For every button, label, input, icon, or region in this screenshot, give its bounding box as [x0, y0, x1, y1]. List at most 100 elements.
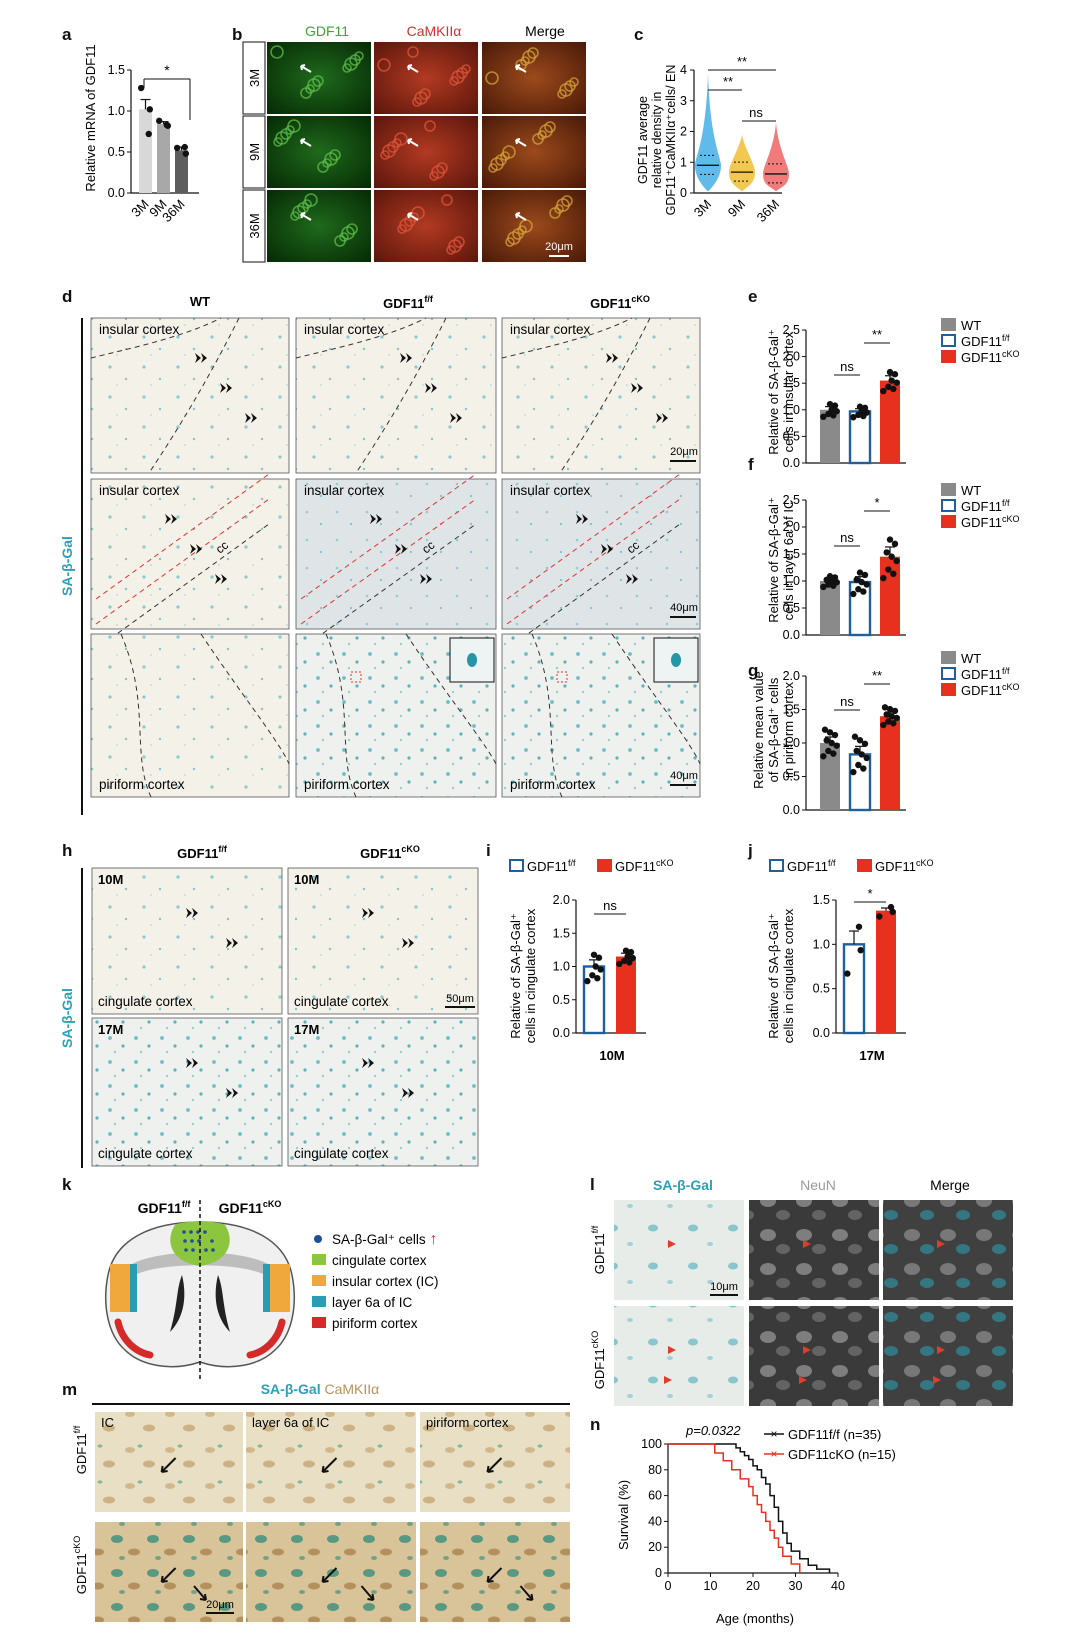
- sig-label: *: [867, 886, 872, 901]
- sa-cell-dot: [190, 1239, 194, 1243]
- micrograph: [295, 478, 497, 630]
- region-label: insular cortex: [304, 483, 385, 498]
- cell: [436, 162, 448, 174]
- data-point: [831, 731, 839, 739]
- data-point: [891, 540, 899, 548]
- arrowhead-icon: [186, 1058, 198, 1068]
- arrow-icon: [407, 212, 419, 221]
- panel-c-sig-1: **: [737, 54, 747, 69]
- cell: [532, 133, 544, 145]
- data-point: [886, 536, 894, 543]
- y-tick-label: 0.5: [813, 982, 830, 996]
- data-point: [888, 553, 895, 560]
- x-tick-label: 30: [789, 1579, 803, 1593]
- data-point: [857, 946, 864, 954]
- arrow-icon: [515, 64, 527, 73]
- cell: [407, 46, 419, 58]
- legend-swatch: [941, 515, 956, 528]
- arrow-icon: [300, 64, 312, 73]
- legend-label: GDF11f/f: [961, 666, 1010, 682]
- data-point: [893, 714, 900, 722]
- survival-curve: [668, 1443, 801, 1573]
- cell: [453, 236, 465, 248]
- panel-letter-g: g: [748, 661, 758, 680]
- y-tick-label: 0.5: [783, 601, 800, 615]
- boundary-line: [531, 633, 563, 798]
- piriform-left: [114, 1318, 154, 1359]
- cell: [441, 194, 453, 206]
- piriform-right: [246, 1318, 286, 1359]
- panel-c-sig-3: ns: [749, 105, 763, 120]
- micrograph: [267, 116, 371, 188]
- data-point: [856, 737, 864, 744]
- panel-b-col-merge: Merge: [525, 23, 565, 39]
- micrograph: [246, 1522, 416, 1622]
- data-point: [855, 586, 862, 593]
- y-tick-label: 1.5: [783, 703, 800, 717]
- panel-l-col-sa: SA-β-Gal: [653, 1177, 713, 1193]
- y-tick-label: 0.0: [553, 1026, 570, 1040]
- data-point: [182, 150, 190, 157]
- legend-label: GDF11f/f: [961, 333, 1010, 349]
- y-tick-label: 0.5: [783, 429, 800, 443]
- panel-c-ylabel-2: relative density in: [650, 92, 664, 189]
- data-point: [825, 410, 832, 418]
- sig-label: ns: [840, 530, 854, 545]
- boundary-line: [148, 317, 240, 474]
- micrograph: [91, 1017, 283, 1167]
- legend-label: cingulate cortex: [332, 1253, 427, 1268]
- data-point: [823, 576, 830, 584]
- cell: [446, 245, 456, 255]
- panel-i-ylabel-1: Relative of SA-β-Gal⁺: [508, 913, 523, 1039]
- cell: [557, 89, 567, 99]
- data-point: [584, 977, 591, 985]
- y-tick-label: 1.5: [108, 63, 125, 77]
- arrow-icon: [519, 1585, 534, 1601]
- panel-d-images: SA-β-Gal WT GDF11f/f GDF11cKO insular co…: [59, 294, 701, 815]
- arrowhead-icon: [668, 1240, 676, 1248]
- arrowhead-icon: [220, 383, 232, 393]
- data-point: [622, 947, 630, 954]
- panel-h-images: SA-β-Gal GDF11f/f GDF11cKO 10M cingulate …: [59, 844, 479, 1168]
- panel-letter-c: c: [634, 25, 643, 44]
- data-point: [855, 761, 862, 769]
- sig-label: **: [872, 668, 882, 683]
- arrowhead-icon: [576, 514, 588, 524]
- sa-cell-dot: [184, 1248, 188, 1252]
- insular-left: [110, 1264, 130, 1312]
- boundary-line: [200, 633, 290, 765]
- y-tick-label: 2.0: [553, 893, 570, 907]
- panel-a-significance: *: [164, 62, 170, 78]
- arrowhead-icon: [186, 908, 198, 918]
- arrow-icon: [321, 1567, 338, 1583]
- panel-n-chart: Survival (%) Age (months) p=0.0322 0 20 40…: [616, 1423, 896, 1626]
- cell: [397, 224, 407, 234]
- boundary-line: [90, 317, 222, 359]
- bar: [616, 956, 636, 1033]
- y-tick-label: 3: [680, 94, 687, 108]
- region-label: cingulate cortex: [98, 994, 193, 1009]
- scale-label: 50μm: [446, 993, 474, 1005]
- panel-i-chart: Relative of SA-β-Gal⁺ cells in cingulate…: [508, 858, 673, 1063]
- panel-k-right-label: GDF11cKO: [219, 1199, 282, 1216]
- legend-swatch: [941, 334, 956, 347]
- arrowhead-icon: [395, 544, 407, 554]
- data-point: [880, 574, 887, 582]
- y-tick-label: 1.0: [108, 104, 125, 118]
- arrowhead-icon: [937, 1346, 945, 1354]
- data-point: [888, 713, 895, 720]
- boundary-line: [295, 317, 427, 359]
- data-point: [880, 721, 887, 729]
- survival-curve: [668, 1443, 831, 1573]
- micrograph: [90, 633, 290, 798]
- data-point: [863, 754, 870, 762]
- legend-label: WT: [961, 318, 981, 333]
- bar: [820, 743, 840, 810]
- micrograph: [374, 116, 478, 188]
- region-label: cingulate cortex: [98, 1146, 193, 1161]
- arrowhead-icon: [370, 514, 382, 524]
- inset-cell: [467, 653, 477, 667]
- data-point: [890, 570, 897, 578]
- arrowhead-icon: [420, 574, 432, 584]
